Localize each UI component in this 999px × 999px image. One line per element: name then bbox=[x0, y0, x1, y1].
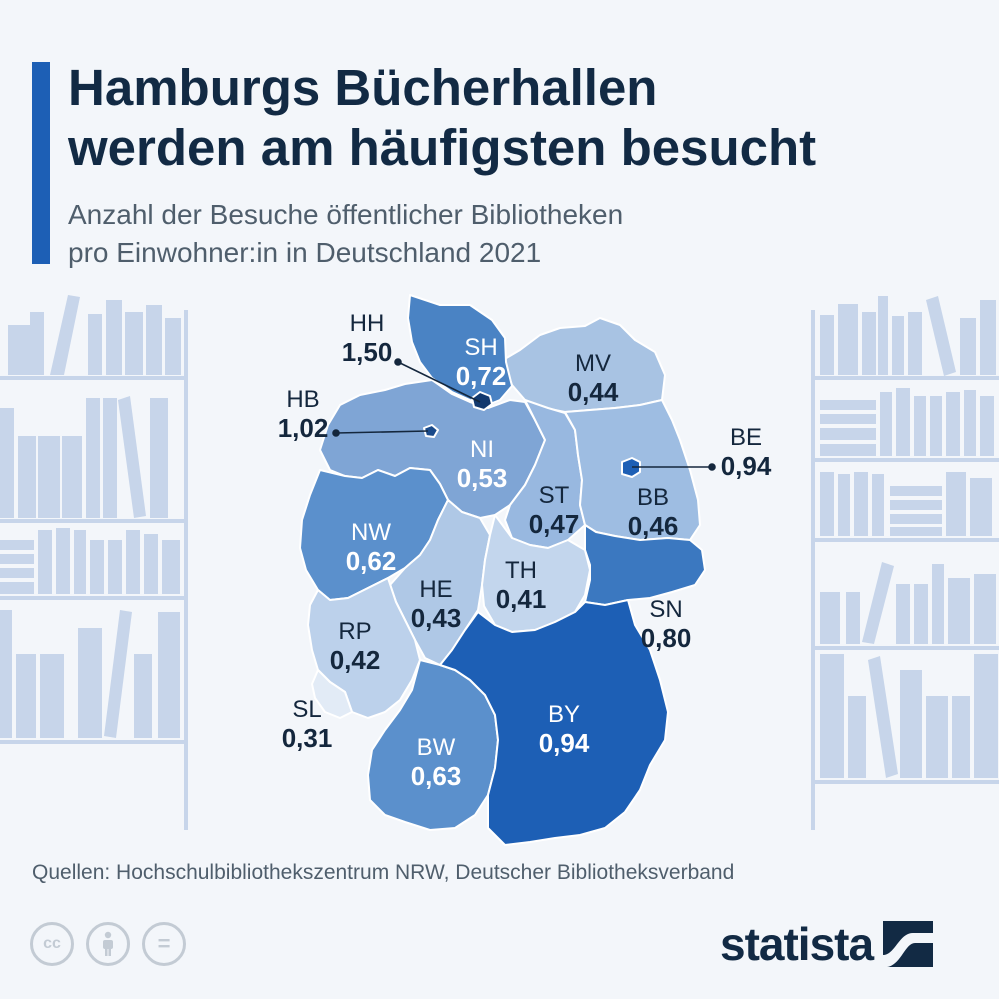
region-by bbox=[439, 599, 669, 846]
logo-text: statista bbox=[720, 918, 874, 970]
label-rp: RP 0,42 bbox=[300, 618, 410, 675]
region-value: 0,63 bbox=[410, 760, 462, 791]
label-he: HE 0,43 bbox=[381, 576, 491, 633]
region-code: SL bbox=[292, 696, 322, 723]
region-hh bbox=[471, 391, 493, 411]
equals-glyph: = bbox=[157, 931, 171, 956]
region-code: HE bbox=[419, 576, 453, 603]
title-line-2: werden am häufigsten besucht bbox=[68, 119, 817, 176]
label-st: ST 0,47 bbox=[499, 482, 609, 539]
region-value: 0,80 bbox=[640, 622, 692, 653]
region-value: 1,02 bbox=[277, 412, 329, 443]
chart-subtitle: Anzahl der Besuche öffentlicher Biblioth… bbox=[68, 196, 948, 272]
subtitle-line-2: pro Einwohner:in in Deutschland 2021 bbox=[68, 237, 542, 268]
region-code: HB bbox=[286, 386, 320, 413]
statista-logo[interactable]: statista bbox=[720, 918, 934, 970]
region-code: HH bbox=[349, 310, 385, 337]
label-sh: SH 0,72 bbox=[426, 334, 536, 391]
no-derivatives-icon[interactable]: = bbox=[142, 922, 186, 966]
region-code: MV bbox=[575, 350, 611, 377]
leader-line-hh bbox=[397, 361, 481, 403]
region-code: BE bbox=[729, 424, 762, 451]
region-value: 0,53 bbox=[456, 462, 508, 493]
leader-line-hb bbox=[335, 430, 429, 434]
region-value: 0,41 bbox=[495, 583, 547, 614]
region-code: RP bbox=[338, 618, 372, 645]
region-sh bbox=[407, 294, 513, 407]
region-value: 0,43 bbox=[410, 602, 462, 633]
label-hh: HH 1,50 bbox=[312, 310, 422, 367]
label-hb: HB 1,02 bbox=[248, 386, 358, 443]
label-th: TH 0,41 bbox=[466, 557, 576, 614]
region-rp bbox=[307, 577, 421, 719]
region-code: SH bbox=[464, 334, 498, 361]
label-bw: BW 0,63 bbox=[381, 734, 491, 791]
source-note: Quellen: Hochschulbibliothekszentrum NRW… bbox=[32, 861, 735, 884]
region-value: 0,94 bbox=[538, 727, 590, 758]
region-sn bbox=[584, 524, 706, 606]
region-value: 0,42 bbox=[329, 644, 381, 675]
subtitle-line-1: Anzahl der Besuche öffentlicher Biblioth… bbox=[68, 199, 624, 230]
label-be: BE 0,94 bbox=[691, 424, 801, 481]
cc-icon[interactable]: cc bbox=[30, 922, 74, 966]
region-code: NW bbox=[351, 519, 391, 546]
label-bb: BB 0,46 bbox=[598, 484, 708, 541]
region-code: ST bbox=[538, 482, 570, 509]
region-sl bbox=[311, 669, 353, 719]
region-code: NI bbox=[470, 436, 494, 463]
label-mv: MV 0,44 bbox=[538, 350, 648, 407]
label-sn: SN 0,80 bbox=[611, 596, 721, 653]
person-icon bbox=[103, 931, 113, 956]
region-value: 0,47 bbox=[528, 508, 580, 539]
region-code: BB bbox=[636, 484, 669, 511]
label-nw: NW 0,62 bbox=[316, 519, 426, 576]
license-icons: cc = bbox=[30, 922, 186, 966]
region-value: 0,94 bbox=[720, 450, 772, 481]
region-hb bbox=[423, 424, 439, 438]
region-value: 0,31 bbox=[281, 722, 333, 753]
region-code: TH bbox=[505, 557, 537, 584]
statista-logo-icon bbox=[883, 921, 934, 967]
title-line-1: Hamburgs Bücherhallen bbox=[68, 59, 658, 116]
region-value: 1,50 bbox=[341, 336, 393, 367]
region-code: BY bbox=[547, 701, 580, 728]
region-be bbox=[621, 457, 641, 478]
region-value: 0,62 bbox=[345, 545, 397, 576]
label-ni: NI 0,53 bbox=[427, 436, 537, 493]
region-code: SN bbox=[649, 596, 683, 623]
label-sl: SL 0,31 bbox=[252, 696, 362, 753]
region-value: 0,44 bbox=[567, 376, 619, 407]
accent-bar bbox=[32, 62, 50, 264]
region-value: 0,46 bbox=[627, 510, 679, 541]
label-by: BY 0,94 bbox=[509, 701, 619, 758]
region-value: 0,72 bbox=[455, 360, 507, 391]
cc-glyph: cc bbox=[43, 935, 61, 952]
region-code: BW bbox=[416, 734, 456, 761]
attribution-icon[interactable] bbox=[86, 922, 130, 966]
chart-title: Hamburgs Bücherhallen werden am häufigst… bbox=[68, 58, 988, 178]
